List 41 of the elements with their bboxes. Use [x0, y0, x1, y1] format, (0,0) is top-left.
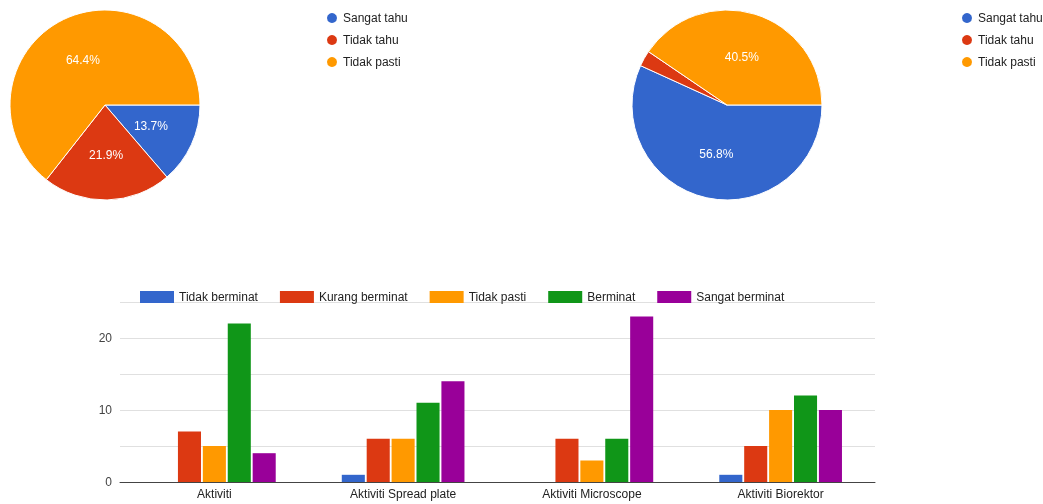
x-tick-label: Aktiviti Microscope — [542, 487, 642, 501]
y-tick-label: 20 — [98, 331, 113, 345]
x-tick-label: Aktiviti Biorektor — [737, 487, 824, 501]
legend-label: Tidak berminat — [179, 290, 259, 304]
bar — [202, 446, 226, 482]
bar — [744, 446, 768, 482]
legend-label: Kurang berminat — [318, 290, 409, 304]
y-tick-label: 10 — [98, 403, 113, 417]
legend-label: Tidak tahu — [343, 33, 399, 47]
y-tick-label: 0 — [105, 475, 113, 489]
bar — [441, 381, 465, 482]
bar — [818, 410, 842, 482]
x-tick-label: Aktiviti Spread plate — [350, 487, 457, 501]
bar — [366, 438, 390, 482]
bar — [580, 460, 604, 482]
bar — [227, 323, 251, 482]
bar — [391, 438, 415, 482]
bar — [416, 402, 440, 482]
bar — [177, 431, 201, 482]
bar — [252, 453, 276, 482]
legend-label: Sangat berminat — [696, 290, 785, 304]
bar — [605, 438, 629, 482]
legend-label: Tidak tahu — [978, 33, 1034, 47]
data-label: 13.7% — [133, 119, 169, 134]
bar — [555, 438, 579, 482]
data-label: 40.5% — [724, 49, 760, 64]
x-tick-label: Aktiviti — [197, 487, 232, 501]
legend-label: Tidak pasti — [978, 55, 1036, 69]
legend-label: Berminat — [587, 290, 636, 304]
legend-label: Sangat tahu — [978, 11, 1043, 25]
data-label: 21.9% — [89, 148, 124, 163]
legend-label: Tidak pasti — [468, 290, 527, 304]
bar — [794, 395, 818, 482]
legend-label: Tidak pasti — [343, 55, 401, 69]
data-label: 56.8% — [699, 147, 734, 162]
data-label: 64.4% — [65, 52, 101, 67]
bar — [341, 474, 365, 482]
bar — [630, 316, 654, 482]
legend-label: Sangat tahu — [343, 11, 408, 25]
bar — [719, 474, 743, 482]
bar — [769, 410, 793, 482]
